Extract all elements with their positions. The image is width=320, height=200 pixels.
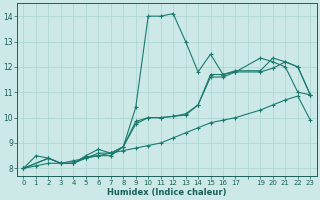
X-axis label: Humidex (Indice chaleur): Humidex (Indice chaleur) [107,188,227,197]
